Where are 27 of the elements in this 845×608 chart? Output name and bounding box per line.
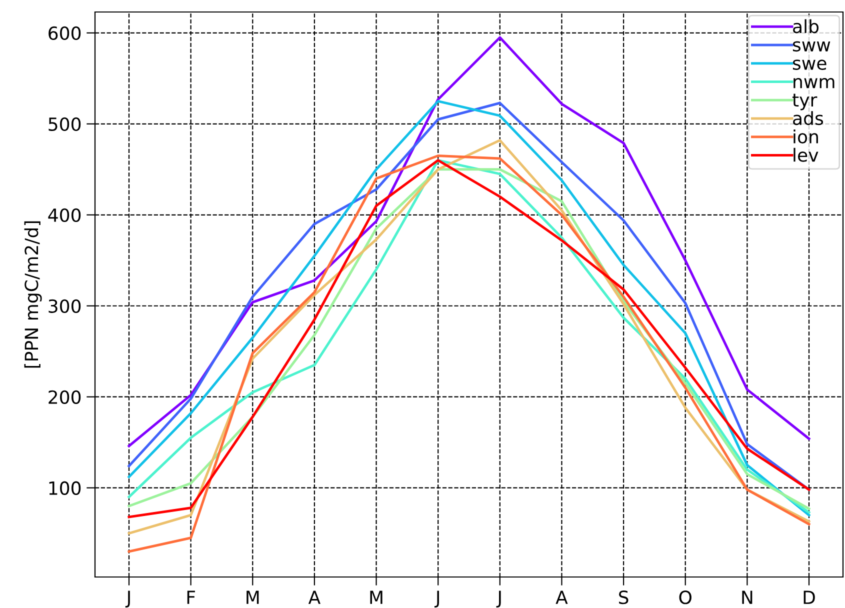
y-tick-label: 100 [49,481,81,495]
legend-label: ion [794,129,818,144]
x-tick-label: F [187,590,195,604]
y-tick-label: 500 [48,117,81,132]
x-tick-label: M [246,590,259,604]
legend-label: sww [792,41,830,52]
x-tick-label: A [308,590,320,604]
x-tick-label: J [434,590,439,608]
y-tick-label: 200 [48,390,81,404]
legend-label: lev [794,148,818,162]
x-tick-label: D [804,590,815,604]
x-tick-label: J [496,590,501,608]
legend-label: ads [793,111,824,126]
y-axis-title: [PPN mgC/m2/d] [24,221,42,368]
legend-label: tyr [792,94,818,110]
y-tick-label: 300 [48,299,81,313]
x-tick-label: S [619,590,628,604]
x-tick-label: N [742,590,752,604]
x-tick-label: A [556,590,568,604]
y-tick-label: 600 [48,26,81,40]
legend-label: swe [792,60,826,70]
x-tick-label: M [370,590,382,604]
x-tick-label: O [679,590,692,604]
legend-label: alb [793,19,819,34]
legend-label: nwm [794,78,834,88]
y-tick-label: 400 [48,208,81,222]
x-tick-label: J [125,590,130,608]
